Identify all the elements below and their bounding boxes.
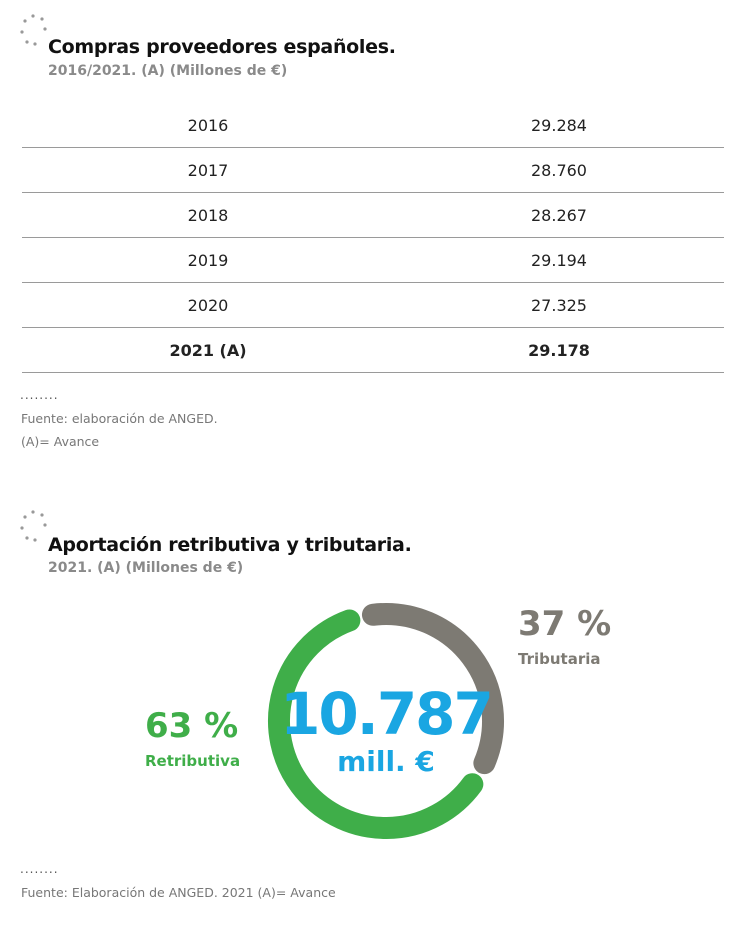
note-dots: ........: [20, 388, 59, 402]
total-value: 10.787: [280, 680, 494, 748]
year-cell: 2017: [22, 147, 394, 193]
value-cell: 29.178: [394, 327, 724, 373]
table-row: 2019 29.194: [22, 237, 724, 283]
avance-note: (A)= Avance: [21, 434, 100, 449]
section1-title: Compras proveedores españoles.: [48, 36, 396, 58]
section2-subtitle: 2021. (A) (Millones de €): [48, 560, 244, 576]
table-row: 2021 (A) 29.178: [22, 327, 724, 373]
table-row: 2018 28.267: [22, 192, 724, 238]
dotted-arc-icon: [20, 14, 47, 46]
donut-slice-tributaria: [361, 603, 504, 775]
note-dots: ........: [20, 862, 59, 876]
section2-title: Aportación retributiva y tributaria.: [48, 534, 412, 556]
tributaria-label: Tributaria: [518, 650, 601, 668]
dotted-arc-icon: [20, 510, 47, 542]
year-cell: 2019: [22, 237, 394, 283]
year-cell: 2016: [22, 103, 394, 148]
total-unit: mill. €: [337, 745, 435, 778]
value-cell: 28.267: [394, 192, 724, 238]
year-cell: 2018: [22, 192, 394, 238]
table-row: 2016 29.284: [22, 103, 724, 148]
retributiva-percent: 63 %: [145, 706, 239, 746]
purchases-table: 2016 29.284 2017 28.760 2018 28.267 2019 29.194…: [22, 103, 724, 373]
value-cell: 29.194: [394, 237, 724, 283]
year-cell: 2020: [22, 282, 394, 328]
year-cell: 2021 (A): [22, 327, 394, 373]
tributaria-percent: 37 %: [518, 604, 612, 644]
table-row: 2020 27.325: [22, 282, 724, 328]
source-note: Fuente: elaboración de ANGED.: [21, 411, 218, 426]
retributiva-label: Retributiva: [145, 752, 241, 770]
value-cell: 28.760: [394, 147, 724, 193]
source-note: Fuente: Elaboración de ANGED. 2021 (A)= …: [21, 885, 336, 900]
section1-subtitle: 2016/2021. (A) (Millones de €): [48, 63, 288, 79]
table-row: 2017 28.760: [22, 147, 724, 193]
value-cell: 27.325: [394, 282, 724, 328]
donut-slice-retributiva: [268, 609, 484, 839]
value-cell: 29.284: [394, 103, 724, 148]
